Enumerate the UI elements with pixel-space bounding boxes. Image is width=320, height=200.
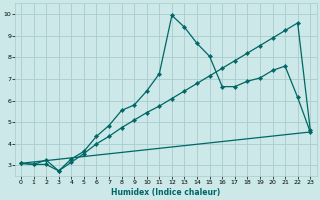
X-axis label: Humidex (Indice chaleur): Humidex (Indice chaleur) (111, 188, 220, 197)
